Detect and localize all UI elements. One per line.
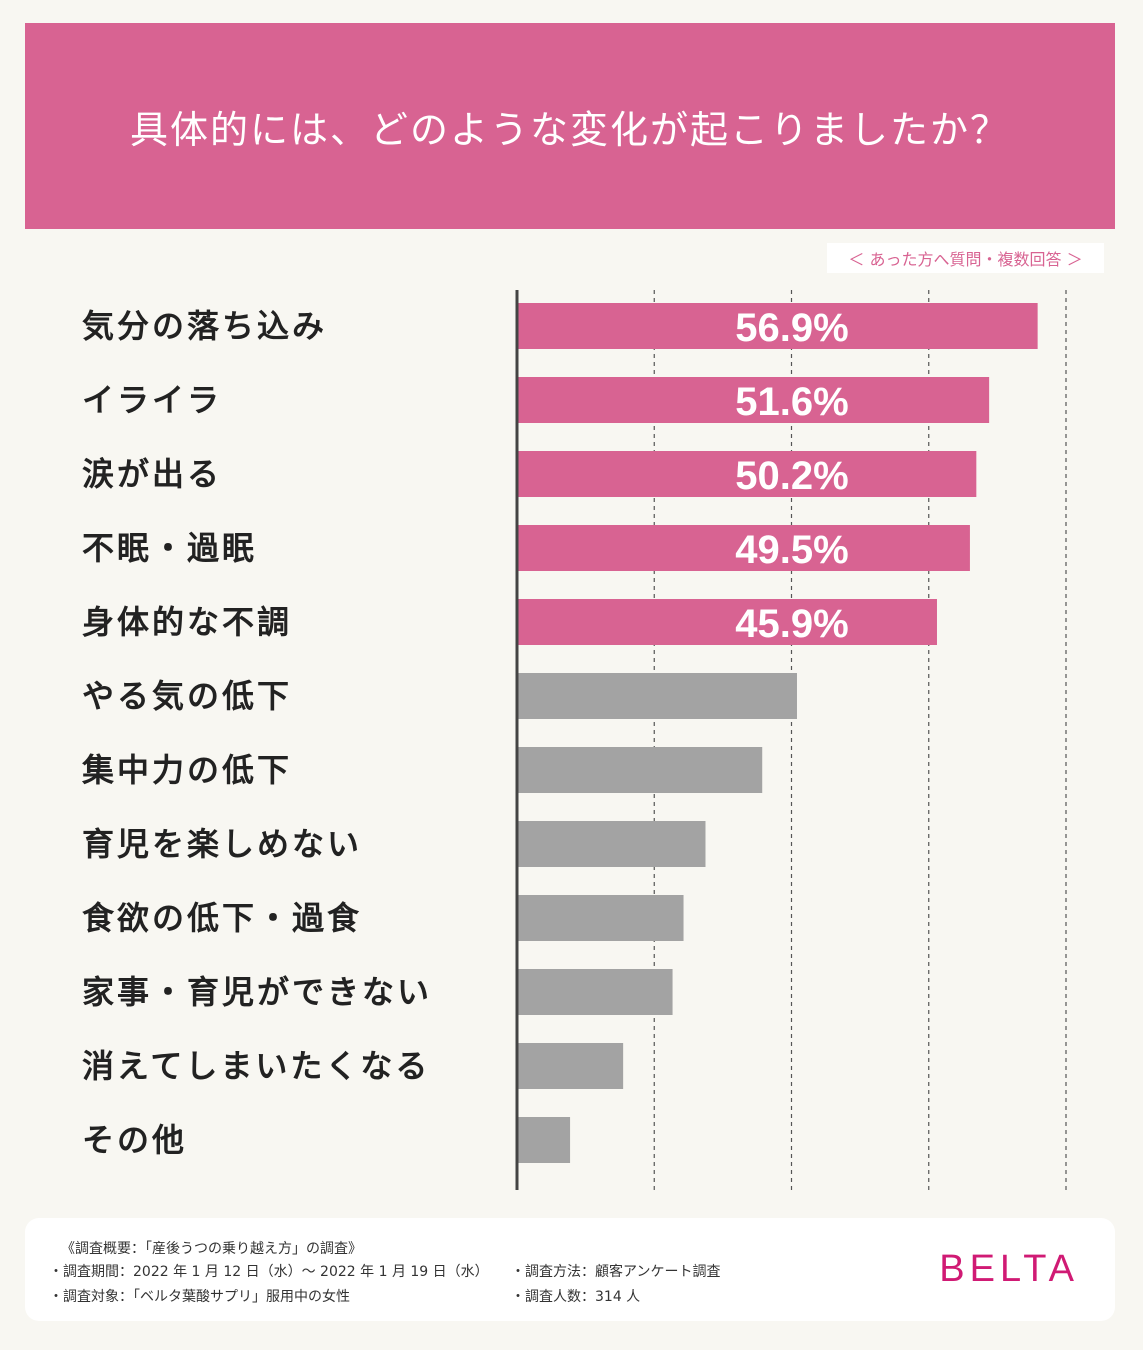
bar: [517, 821, 706, 867]
category-label: 食欲の低下・過食: [82, 899, 362, 937]
data-label: 50.2%: [735, 454, 848, 498]
bar: [517, 673, 797, 719]
survey-target: ・調査対象：「ベルタ葉酸サプリ」服用中の女性: [49, 1289, 350, 1305]
bar: [517, 377, 990, 423]
bar: [517, 451, 977, 497]
category-label: 不眠・過眠: [82, 529, 257, 567]
bar: [517, 599, 937, 645]
survey-period: ・調査期間：2022 年 1 月 12 日（水）〜 2022 年 1 月 19 …: [49, 1264, 489, 1280]
bar: [517, 1117, 571, 1163]
survey-title: 《調査概要：「産後うつの乗り越え方」の調査》: [61, 1241, 362, 1257]
category-label: イライラ: [82, 381, 222, 419]
category-label: やる気の低下: [82, 677, 292, 715]
question-note: ＜ あった方へ質問・複数回答 ＞: [827, 243, 1104, 273]
bar: [517, 1043, 624, 1089]
category-label: その他: [82, 1121, 187, 1159]
brand-logo: BELTA: [939, 1248, 1079, 1290]
bar: [517, 747, 763, 793]
data-label: 49.5%: [735, 528, 848, 572]
category-label: 気分の落ち込み: [82, 307, 327, 345]
bar: [517, 303, 1038, 349]
category-label: 育児を楽しめない: [82, 825, 362, 863]
bar: [517, 969, 673, 1015]
data-label: 45.9%: [735, 602, 848, 646]
survey-count: ・調査人数：314 人: [511, 1289, 641, 1305]
category-label: 消えてしまいたくなる: [82, 1047, 430, 1085]
category-label: 集中力の低下: [81, 751, 292, 789]
data-label: 51.6%: [735, 380, 848, 424]
survey-footer: 《調査概要：「産後うつの乗り越え方」の調査》 ・調査期間：2022 年 1 月 …: [25, 1218, 1115, 1321]
bar: [517, 895, 684, 941]
data-label: 56.9%: [735, 306, 848, 350]
category-label: 身体的な不調: [82, 603, 292, 641]
category-label: 家事・育児ができない: [82, 973, 432, 1011]
survey-method: ・調査方法：顧客アンケート調査: [511, 1264, 721, 1280]
bar: [517, 525, 970, 571]
bar-chart: 気分の落ち込み 56.9% イライラ 51.6% 涙が出る 50.2% 不眠・過眠 49.5%…: [81, 290, 1067, 1190]
header-banner: 具体的には、どのような変化が起こりましたか？: [25, 23, 1115, 229]
category-label: 涙が出る: [82, 455, 222, 493]
page-title: 具体的には、どのような変化が起こりましたか？: [129, 107, 1010, 152]
